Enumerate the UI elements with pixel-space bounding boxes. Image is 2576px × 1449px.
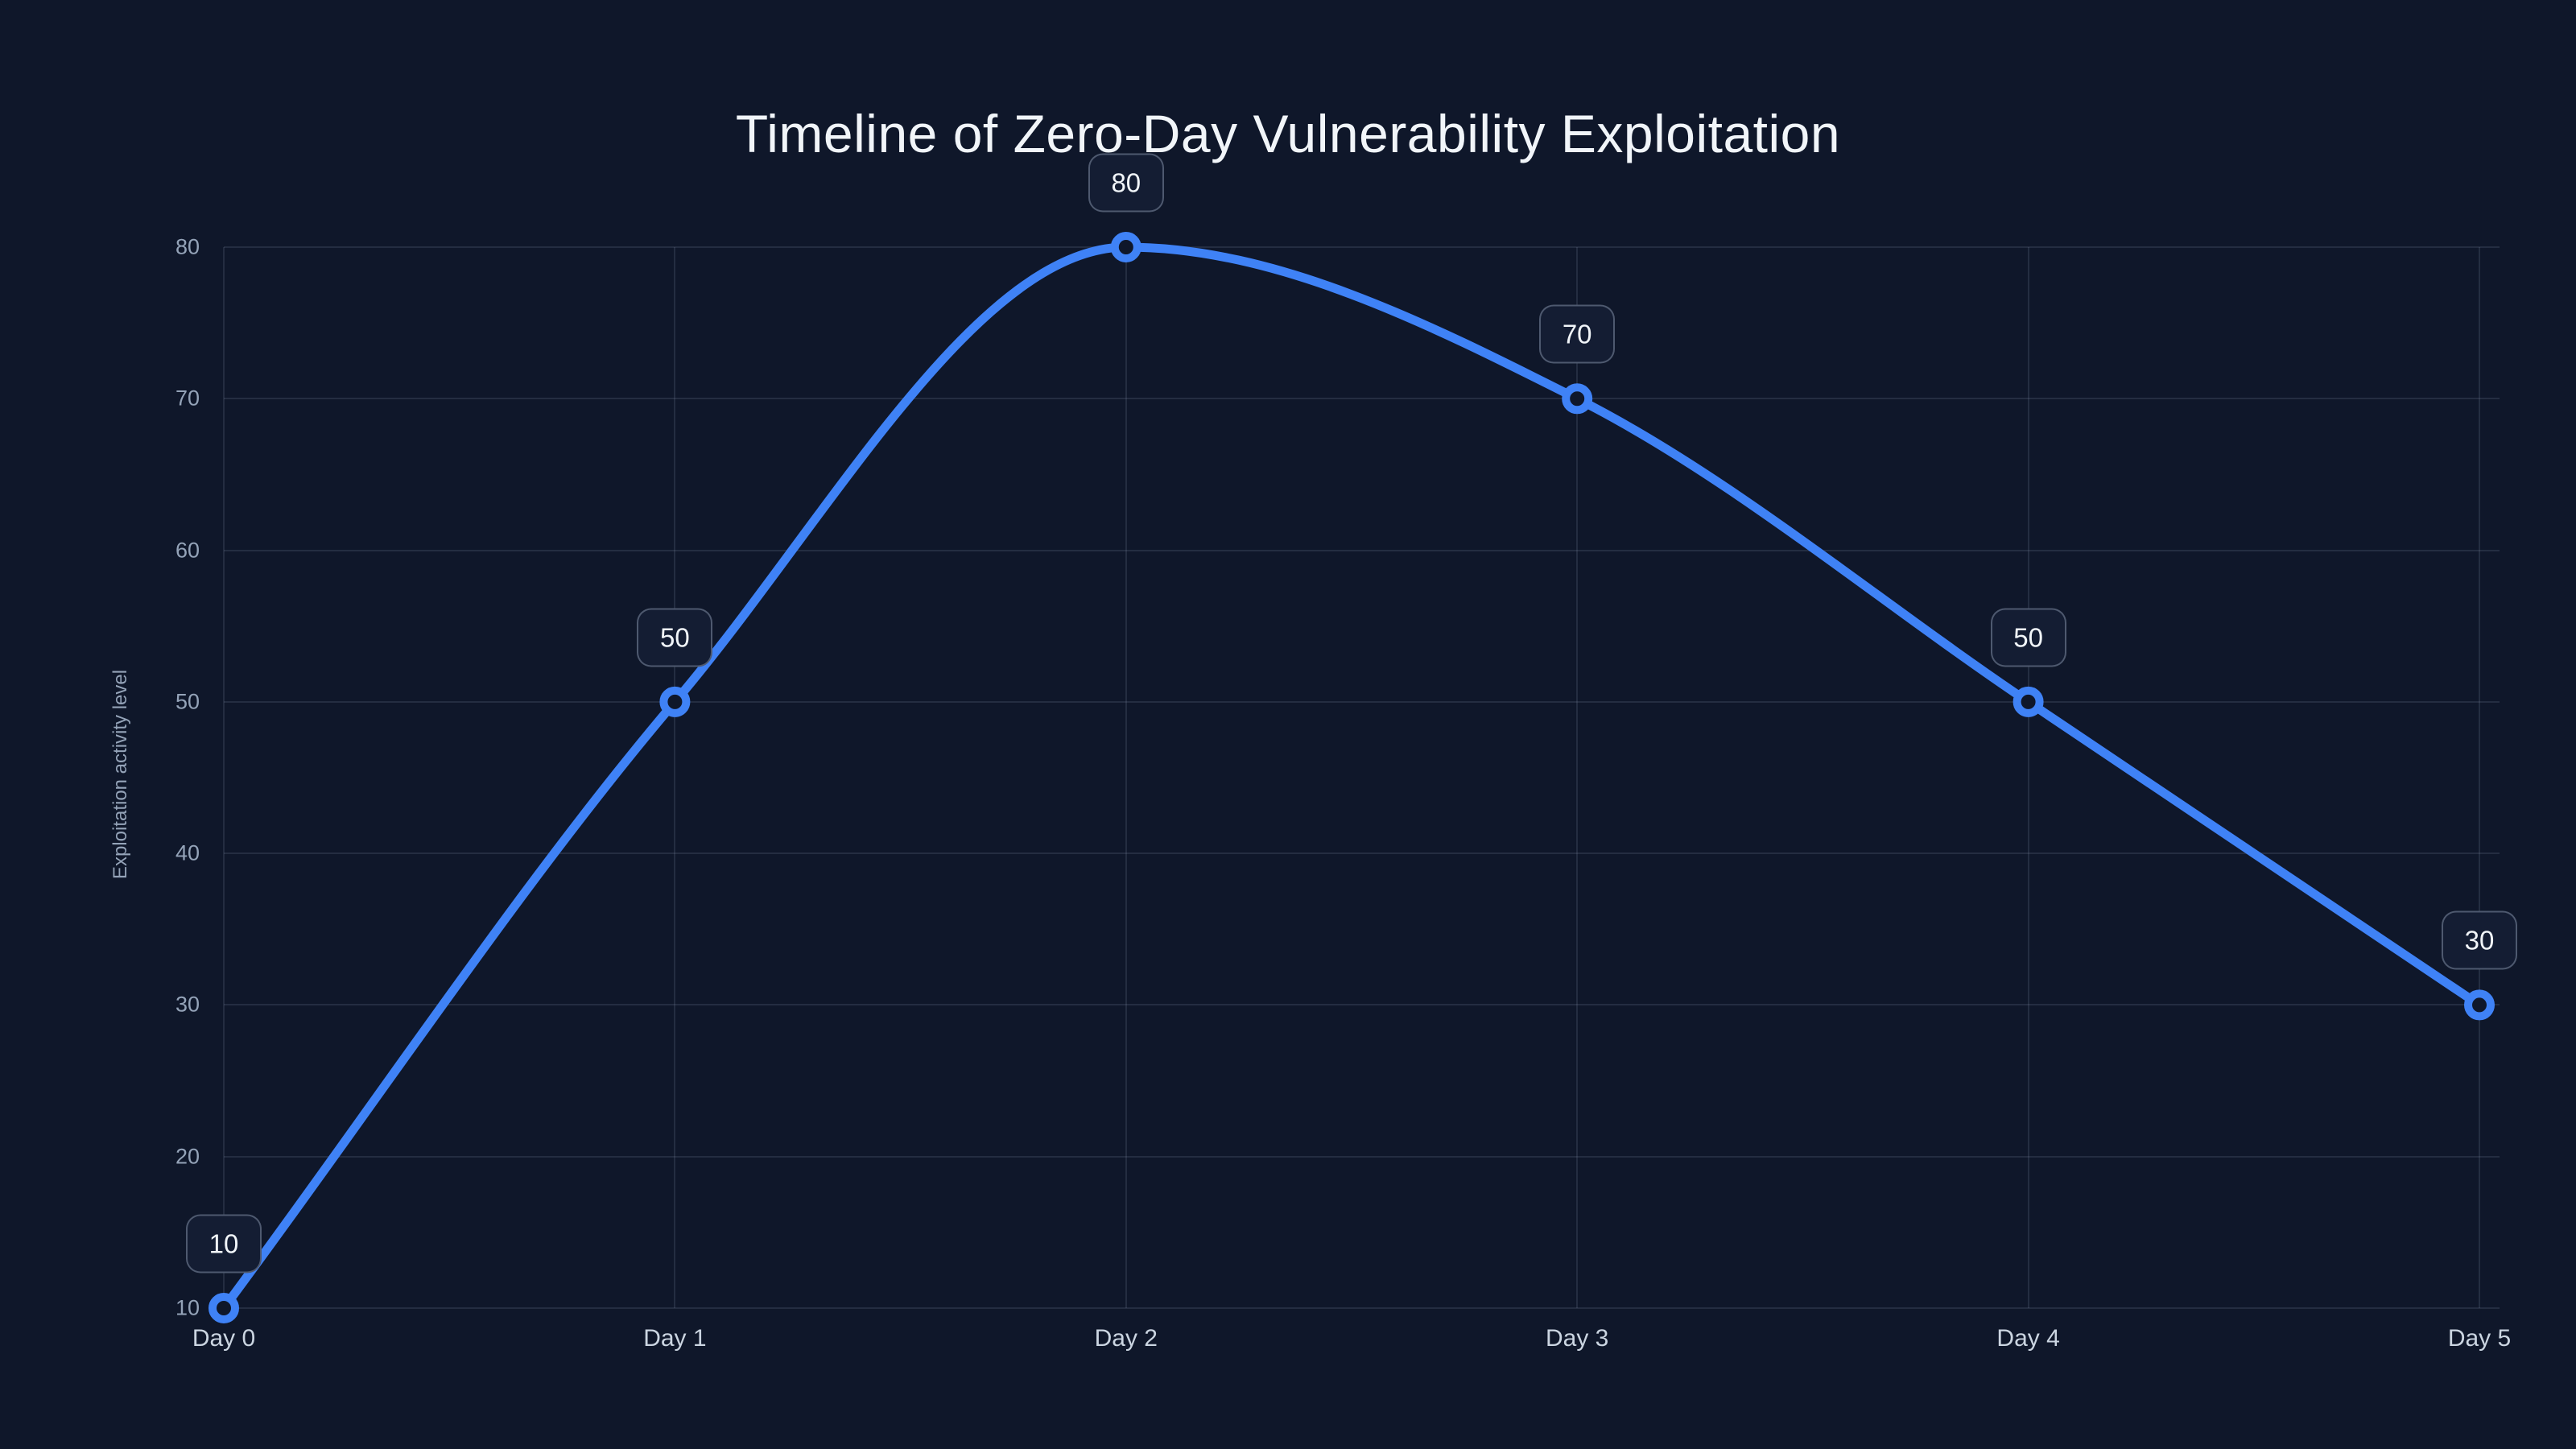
x-tick-label: Day 0: [192, 1325, 256, 1352]
vertical-gridline: [1576, 247, 1579, 1308]
x-tick-label: Day 4: [1996, 1325, 2060, 1352]
y-tick-label: 10: [175, 1295, 200, 1320]
y-tick-label: 70: [175, 386, 200, 411]
y-tick-label: 40: [175, 840, 200, 865]
data-point-label-badge: 10: [186, 1214, 262, 1274]
x-tick-label: Day 1: [643, 1325, 707, 1352]
data-point-marker[interactable]: [659, 686, 691, 717]
data-point-marker[interactable]: [1110, 232, 1141, 262]
data-point-marker[interactable]: [2464, 989, 2495, 1021]
data-point-label-badge: 30: [2442, 910, 2517, 970]
chart-title: Timeline of Zero-Day Vulnerability Explo…: [735, 104, 1841, 163]
vertical-gridline: [2479, 247, 2480, 1308]
data-point-label-badge: 50: [1990, 608, 2066, 667]
vertical-gridline: [674, 247, 676, 1308]
y-tick-label: 20: [175, 1144, 200, 1169]
horizontal-gridline: [224, 1307, 2500, 1309]
data-point-label-badge: 80: [1088, 153, 1164, 213]
vertical-gridline: [2027, 247, 2029, 1308]
data-point-marker[interactable]: [208, 1293, 239, 1323]
y-tick-label: 30: [175, 992, 200, 1017]
horizontal-gridline: [224, 246, 2500, 248]
data-point-label-badge: 70: [1539, 304, 1616, 364]
series-line: [219, 242, 2484, 1313]
vertical-gridline: [1125, 247, 1127, 1308]
horizontal-gridline: [224, 398, 2500, 400]
data-point-label-badge: 50: [637, 608, 713, 667]
x-tick-label: Day 2: [1094, 1325, 1158, 1352]
x-tick-label: Day 3: [1546, 1325, 1609, 1352]
horizontal-gridline: [224, 700, 2500, 703]
horizontal-gridline: [224, 549, 2500, 551]
y-tick-label: 50: [175, 689, 200, 714]
vertical-gridline: [223, 247, 225, 1308]
data-point-marker[interactable]: [2013, 686, 2044, 717]
y-tick-label: 60: [175, 538, 200, 563]
horizontal-gridline: [224, 1155, 2500, 1158]
y-tick-label: 80: [175, 234, 200, 259]
horizontal-gridline: [224, 852, 2500, 855]
data-point-marker[interactable]: [1562, 383, 1593, 415]
horizontal-gridline: [224, 1004, 2500, 1006]
x-tick-label: Day 5: [2447, 1325, 2512, 1352]
